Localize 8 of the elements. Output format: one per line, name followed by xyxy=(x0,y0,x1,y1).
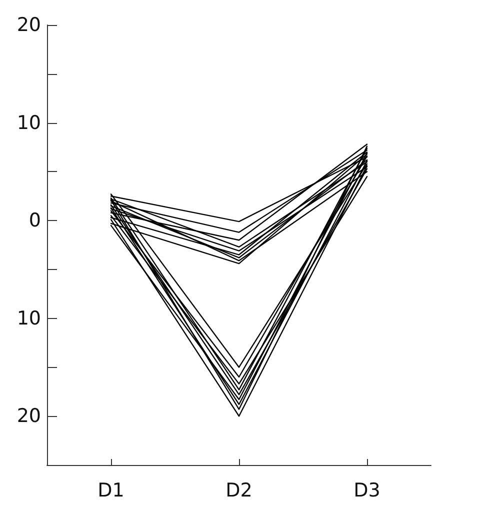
y-tick-label: 10 xyxy=(16,112,41,134)
x-tick-label: D2 xyxy=(226,480,252,502)
y-tick-label: 0 xyxy=(28,210,41,232)
x-tick-label: D1 xyxy=(98,480,124,502)
y-tick-label: 10 xyxy=(16,307,41,330)
x-tick-label: D3 xyxy=(354,480,380,502)
y-tick-label: 20 xyxy=(16,405,41,428)
y-tick-label: 20 xyxy=(16,14,41,36)
